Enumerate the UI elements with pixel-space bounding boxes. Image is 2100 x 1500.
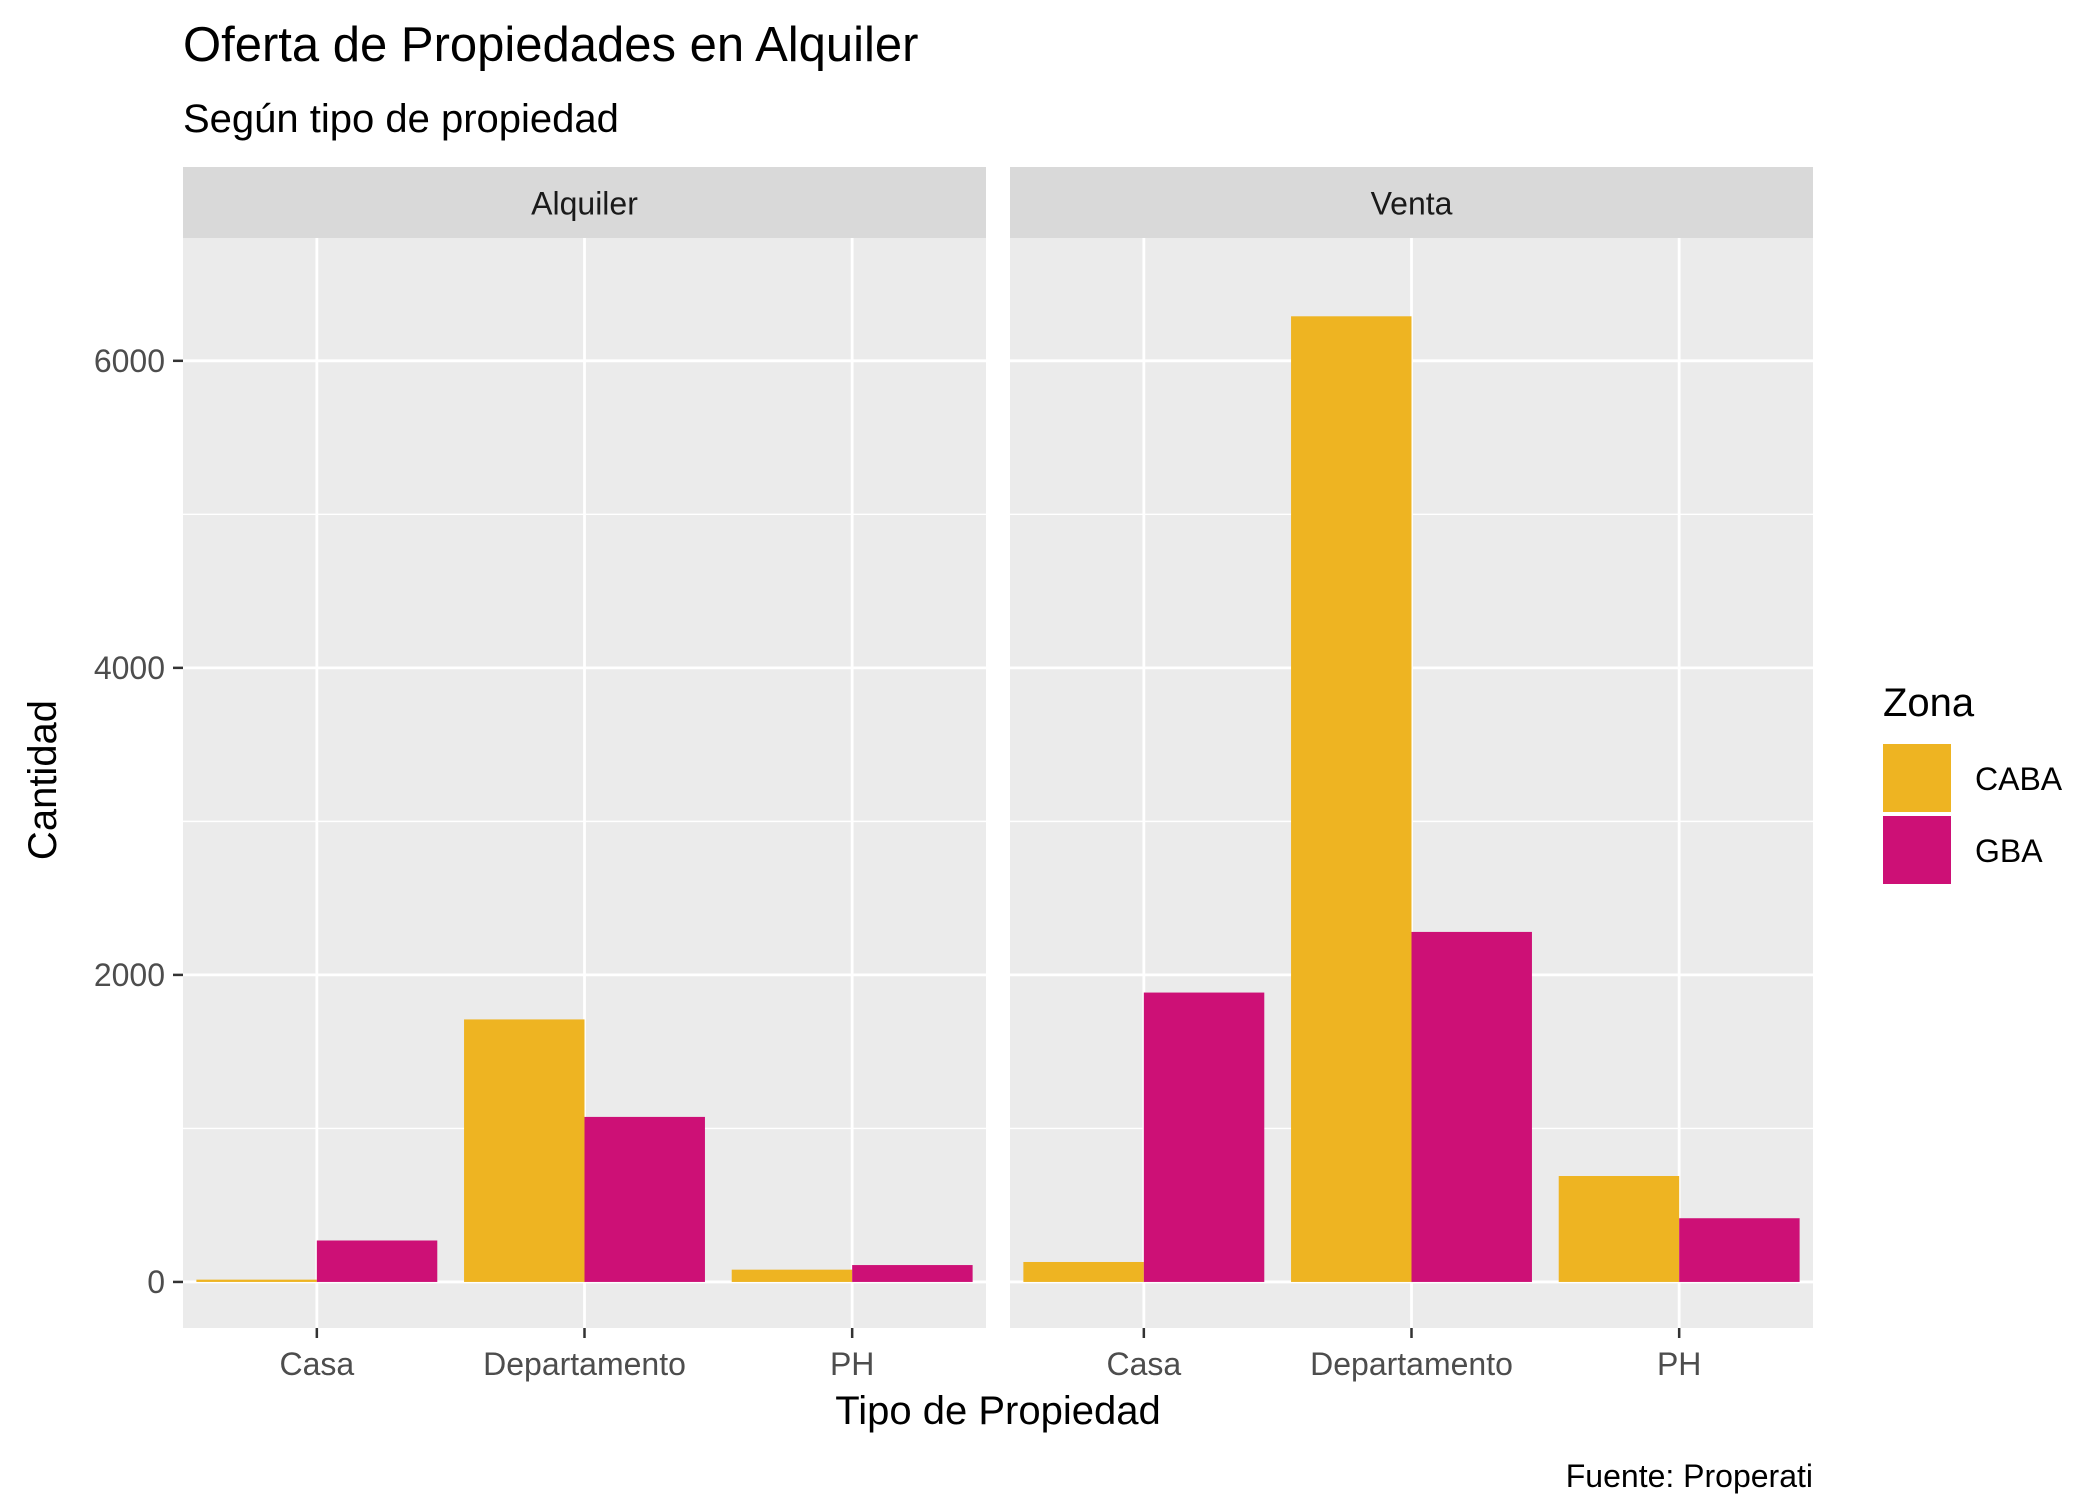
x-tick-label: PH xyxy=(830,1346,874,1382)
x-tick-label: Casa xyxy=(279,1346,354,1382)
y-axis-label: Cantidad xyxy=(21,700,65,860)
bar-gba-casa xyxy=(316,1240,438,1282)
bar-caba-casa xyxy=(1023,1261,1144,1282)
x-tick-label: Departamento xyxy=(1310,1346,1513,1382)
legend-title: Zona xyxy=(1883,681,1975,725)
bar-gba-casa xyxy=(1143,992,1265,1282)
bar-caba-ph xyxy=(1558,1176,1680,1282)
y-tick-label: 0 xyxy=(147,1264,165,1300)
facet-strip xyxy=(1010,167,1813,238)
y-tick-label: 2000 xyxy=(94,957,165,993)
bar-gba-departamento xyxy=(1411,931,1532,1282)
bar-caba-departamento xyxy=(464,1019,585,1282)
bar-gba-ph xyxy=(1679,1218,1800,1282)
y-tick-label: 6000 xyxy=(94,343,165,379)
bar-caba-departamento xyxy=(1291,316,1412,1282)
legend-key-caba xyxy=(1883,744,1951,812)
bar-caba-ph xyxy=(731,1269,853,1282)
facet-strip-label: Alquiler xyxy=(531,186,638,222)
facet-panel-alquiler: Alquiler Casa Departamento PH xyxy=(183,167,986,1382)
bar-gba-ph xyxy=(852,1265,973,1282)
bar-gba-departamento xyxy=(584,1116,705,1282)
legend-label-gba: GBA xyxy=(1975,833,2043,869)
facet-panels: Alquiler Casa Departamento PH Venta Casa Depar… xyxy=(183,167,1813,1382)
y-tick-label: 4000 xyxy=(94,650,165,686)
x-tick-label: PH xyxy=(1657,1346,1701,1382)
chart-title: Oferta de Propiedades en Alquiler xyxy=(183,18,918,72)
x-axis-label: Tipo de Propiedad xyxy=(835,1389,1160,1433)
legend-label-caba: CABA xyxy=(1975,761,2063,797)
facet-panel-venta: Venta Casa Departamento PH xyxy=(1010,167,1813,1382)
legend-key-gba xyxy=(1883,816,1951,884)
facet-strip xyxy=(183,167,986,238)
chart-subtitle: Según tipo de propiedad xyxy=(183,97,619,141)
bar-caba-casa xyxy=(196,1279,317,1282)
x-tick-label: Departamento xyxy=(483,1346,686,1382)
chart-caption: Fuente: Properati xyxy=(1566,1458,1813,1494)
y-axis: 0 2000 4000 6000 xyxy=(94,343,183,1300)
legend: Zona CABA GBA xyxy=(1883,681,2063,884)
x-tick-label: Casa xyxy=(1106,1346,1181,1382)
facet-strip-label: Venta xyxy=(1371,186,1453,222)
